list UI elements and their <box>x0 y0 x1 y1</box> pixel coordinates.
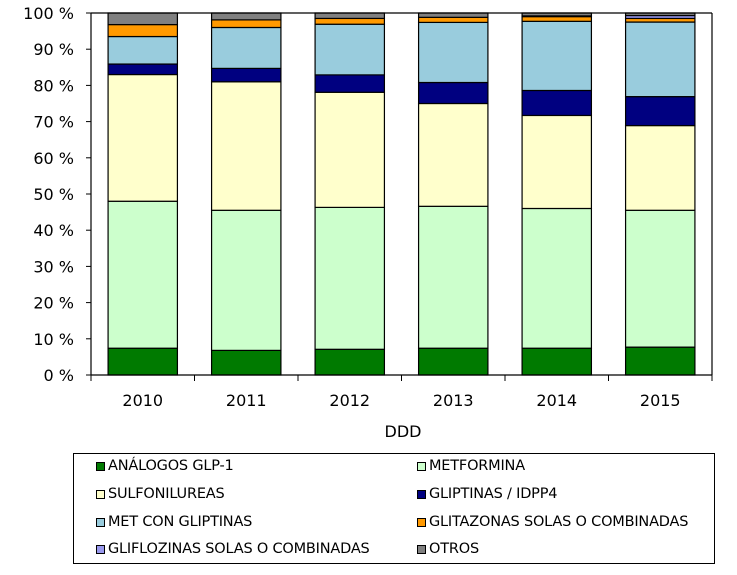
axes-group <box>90 12 713 376</box>
y-tick-label: 10 % <box>33 330 74 349</box>
legend-swatch-icon <box>96 489 105 499</box>
x-ticks-group: 2010 2011 2012 2013 2014 2015 <box>90 375 713 410</box>
bar-segment-2014-0 <box>521 347 593 376</box>
legend-label: METFORMINA <box>429 458 525 474</box>
legend-label: GLIPTINAS / IDPP4 <box>429 486 558 502</box>
x-axis-label: DDD <box>385 422 422 441</box>
legend-item: GLIPTINAS / IDPP4 <box>417 486 557 502</box>
bar-segment-2014-4 <box>521 20 593 92</box>
y-tick-label: 90 % <box>33 40 74 59</box>
bar-segment-2011-5 <box>210 19 282 29</box>
y-ticks-group: 0 % 10 % 20 % 30 % 40 % 50 % 60 % 70 % 80 % 90 % 1… <box>23 4 91 385</box>
bar-segment-2013-0 <box>417 347 489 376</box>
legend-label: ANÁLOGOS GLP-1 <box>108 458 234 474</box>
stacked-bar-chart: 0 % 10 % 20 % 30 % 40 % 50 % 60 % 70 % 80 % 90 % 1… <box>23 4 713 441</box>
x-tick-label: 2011 <box>226 391 267 410</box>
bar-segment-2012-5 <box>314 17 386 25</box>
bar-segment-2011-0 <box>210 349 282 376</box>
bar-segment-2010-4 <box>107 35 179 65</box>
bar-segment-2015-0 <box>624 346 696 376</box>
bar-segment-2014-3 <box>521 89 593 117</box>
bar-segment-2012-4 <box>314 23 386 76</box>
legend-swatch-icon <box>417 517 426 527</box>
bar-segment-2012-2 <box>314 91 386 209</box>
bar-segment-2013-5 <box>417 16 489 24</box>
bar-segment-2010-5 <box>107 23 179 38</box>
y-tick-label: 0 % <box>44 366 74 385</box>
bar-segment-2012-1 <box>314 206 386 350</box>
legend-label: SULFONILUREAS <box>108 486 225 502</box>
bar-segment-2012-0 <box>314 348 386 376</box>
legend-label: GLIFLOZINAS SOLAS O COMBINADAS <box>108 541 370 557</box>
bar-segment-2014-5 <box>521 16 593 22</box>
legend-item: GLITAZONAS SOLAS O COMBINADAS <box>417 514 688 530</box>
legend-swatch-icon <box>96 461 105 471</box>
bar-segment-2015-2 <box>624 124 696 211</box>
y-tick-label: 70 % <box>33 113 74 132</box>
y-tick-label: 100 % <box>23 4 74 23</box>
bars-group <box>107 12 696 376</box>
x-tick-label: 2010 <box>122 391 163 410</box>
bar-segment-2012-7 <box>314 12 386 20</box>
y-tick-label: 20 % <box>33 294 74 313</box>
y-tick-label: 60 % <box>33 149 74 168</box>
bar-segment-2011-1 <box>210 209 282 351</box>
bar-segment-2013-3 <box>417 81 489 105</box>
legend-label: OTROS <box>429 541 479 557</box>
y-tick-label: 30 % <box>33 257 74 276</box>
bar-segment-2014-2 <box>521 114 593 210</box>
x-tick-label: 2013 <box>433 391 474 410</box>
legend-swatch-icon <box>96 517 105 527</box>
legend-swatch-icon <box>417 489 426 499</box>
bar-segment-2013-2 <box>417 102 489 207</box>
bar-segment-2011-3 <box>210 67 282 83</box>
bar-segment-2010-1 <box>107 200 179 349</box>
bar-segment-2010-3 <box>107 63 179 76</box>
legend-item: SULFONILUREAS <box>96 486 225 502</box>
legend-label: GLITAZONAS SOLAS O COMBINADAS <box>429 514 689 530</box>
legend-item: GLIFLOZINAS SOLAS O COMBINADAS <box>96 541 370 557</box>
bar-segment-2013-1 <box>417 205 489 349</box>
x-tick-label: 2014 <box>536 391 577 410</box>
bar-segment-2010-7 <box>107 12 179 26</box>
bar-segment-2013-4 <box>417 21 489 84</box>
legend: ANÁLOGOS GLP-1 METFORMINA SULFONILUREAS GLI… <box>73 453 715 564</box>
bar-segment-2011-2 <box>210 81 282 211</box>
bar-segment-2011-4 <box>210 26 282 69</box>
x-tick-label: 2015 <box>640 391 681 410</box>
bar-segment-2010-2 <box>107 73 179 202</box>
bar-segment-2014-1 <box>521 207 593 349</box>
legend-label: MET CON GLIPTINAS <box>108 514 253 530</box>
legend-item: ANÁLOGOS GLP-1 <box>96 458 234 474</box>
bar-segment-2012-3 <box>314 74 386 93</box>
bar-segment-2013-7 <box>417 12 489 18</box>
y-tick-label: 80 % <box>33 76 74 95</box>
legend-swatch-icon <box>417 461 426 471</box>
bar-segment-2015-1 <box>624 209 696 348</box>
bar-segment-2015-3 <box>624 96 696 127</box>
legend-swatch-icon <box>96 544 105 554</box>
y-tick-label: 50 % <box>33 185 74 204</box>
legend-item: METFORMINA <box>417 458 525 474</box>
legend-swatch-icon <box>417 544 426 554</box>
y-tick-label: 40 % <box>33 221 74 240</box>
legend-item: OTROS <box>417 541 479 557</box>
legend-item: MET CON GLIPTINAS <box>96 514 252 530</box>
bar-segment-2010-0 <box>107 347 179 376</box>
bar-segment-2015-4 <box>624 21 696 98</box>
bar-segment-2011-7 <box>210 12 282 21</box>
x-tick-label: 2012 <box>329 391 370 410</box>
